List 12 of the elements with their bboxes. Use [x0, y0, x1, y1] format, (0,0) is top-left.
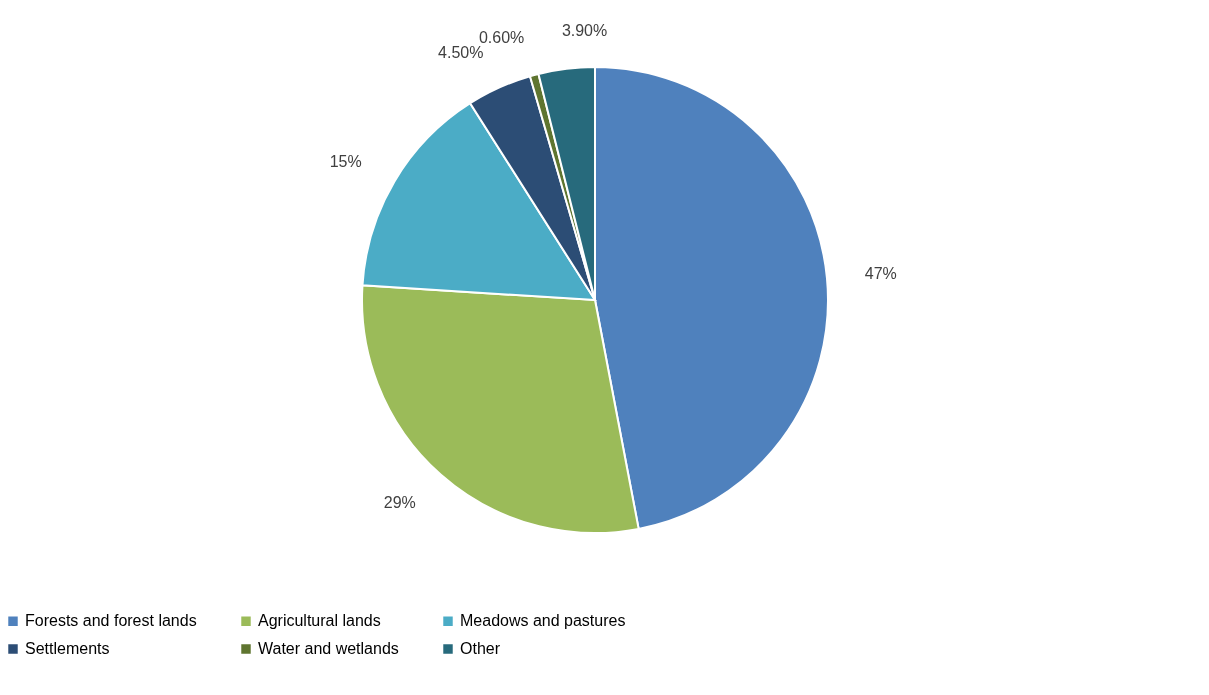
- data-label: 0.60%: [478, 29, 525, 47]
- legend-label: Meadows and pastures: [460, 612, 626, 630]
- legend-label: Settlements: [25, 640, 110, 657]
- data-label: 4.50%: [438, 44, 484, 62]
- legend-label: Agricultural lands: [258, 612, 381, 630]
- data-label: 3.90%: [561, 22, 608, 40]
- data-label: 29%: [383, 494, 416, 512]
- legend-label: Water and wetlands: [258, 640, 399, 657]
- data-label: 47%: [864, 265, 897, 283]
- legend-label: Forests and forest lands: [25, 612, 197, 630]
- data-label: 15%: [329, 153, 362, 171]
- legend-label: Other: [460, 640, 501, 657]
